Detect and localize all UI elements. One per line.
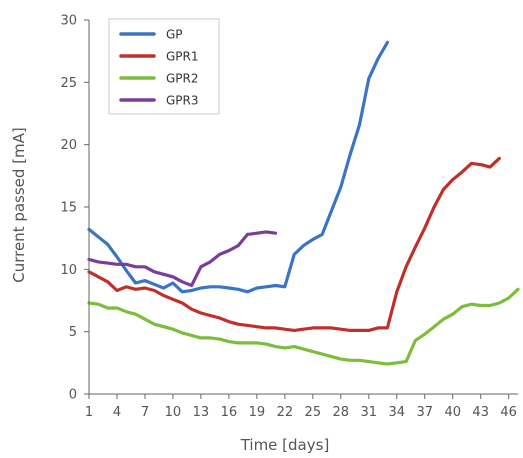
x-tick-label: 40: [444, 405, 461, 420]
series-line-gp: [87, 40, 389, 294]
series-line-gpr2: [87, 287, 520, 366]
series-line-gpr1: [87, 156, 501, 332]
legend-label-gp: GP: [166, 28, 183, 42]
legend: GP GPR1 GPR2 GPR3: [108, 18, 220, 115]
x-tick-label: 13: [193, 405, 210, 420]
x-tick-label: 10: [165, 405, 182, 420]
x-tick-label: 25: [305, 405, 322, 420]
x-tick-label: 28: [333, 405, 350, 420]
x-tick-label: 1: [85, 405, 93, 420]
x-tick-label: 7: [141, 405, 149, 420]
legend-label-gpr3: GPR3: [166, 94, 199, 108]
y-tick-label: 20: [60, 138, 77, 153]
legend-label-gpr1: GPR1: [166, 50, 199, 64]
y-axis-title: Current passed [mA]: [10, 127, 28, 283]
x-axis-title: Time [days]: [240, 436, 330, 454]
x-tick-label: 34: [388, 405, 405, 420]
y-tick-label: 0: [69, 388, 77, 403]
y-tick-label: 5: [69, 325, 77, 340]
plot-area: [87, 40, 520, 366]
x-tick-label: 19: [249, 405, 266, 420]
y-tick-label: 10: [60, 263, 77, 278]
x-tick-label: 31: [361, 405, 378, 420]
legend-label-gpr2: GPR2: [166, 72, 199, 86]
x-tick-label: 43: [472, 405, 489, 420]
series-line-gpr3: [87, 230, 278, 288]
y-tick-label: 15: [60, 201, 77, 216]
y-tick-label: 25: [60, 76, 77, 91]
x-tick-label: 4: [113, 405, 121, 420]
x-tick-label: 22: [277, 405, 294, 420]
x-tick-label: 37: [416, 405, 433, 420]
x-tick-label: 46: [500, 405, 517, 420]
y-axis: 0 5 10 15 20 25 30: [60, 14, 90, 403]
x-axis: 1 4 7 10 13 16 19 22 25 28 31 34 37 40 43 46: [85, 393, 518, 420]
x-tick-label: 16: [221, 405, 238, 420]
y-tick-label: 30: [60, 14, 77, 29]
